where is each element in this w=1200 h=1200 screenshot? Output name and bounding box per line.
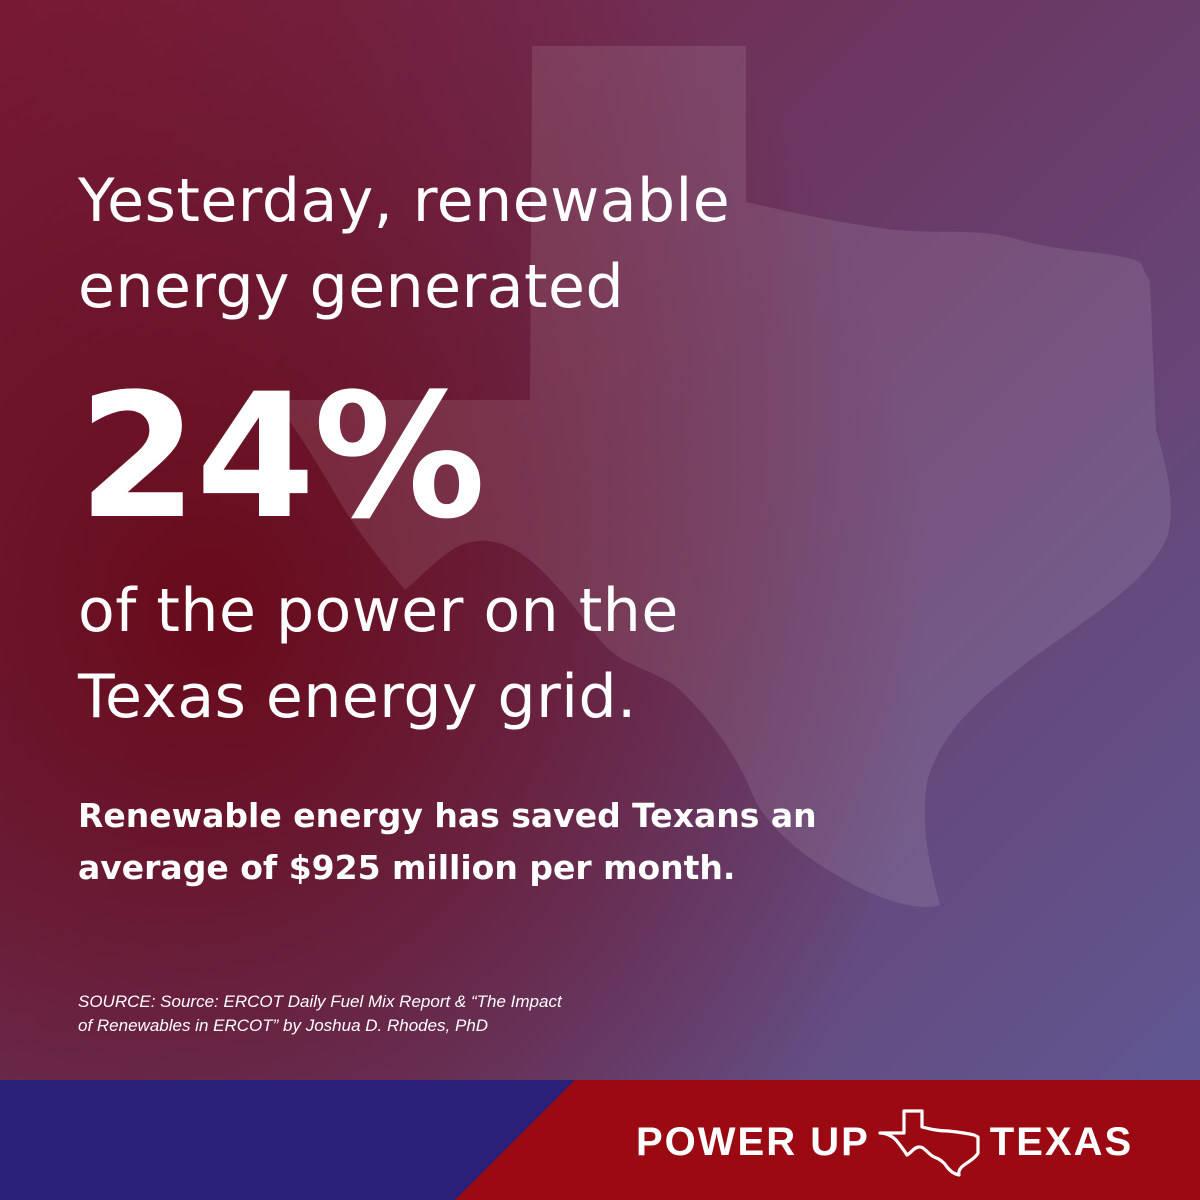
source-citation: SOURCE: Source: ERCOT Daily Fuel Mix Rep… (78, 990, 718, 1038)
source-line-1: SOURCE: Source: ERCOT Daily Fuel Mix Rep… (78, 992, 562, 1011)
footer-banner (0, 1080, 1200, 1200)
headline: Yesterday, renewable energy generated (78, 158, 838, 330)
texas-outline-icon (878, 1109, 980, 1177)
subline-line-1: of the power on the (78, 576, 679, 646)
subline-line-2: Texas energy grid. (78, 662, 637, 732)
headline-line-1: Yesterday, renewable (78, 166, 731, 236)
savings-line-1: Renewable energy has saved Texans an (78, 796, 817, 835)
renewable-percentage: 24% (78, 356, 486, 557)
subline: of the power on the Texas energy grid. (78, 568, 838, 740)
brand-text-left: POWER UP (636, 1119, 870, 1164)
footer-red-band (455, 1080, 1200, 1200)
brand-text-right: TEXAS (989, 1119, 1134, 1164)
headline-line-2: energy generated (78, 252, 625, 322)
savings-statement: Renewable energy has saved Texans an ave… (78, 790, 938, 894)
source-line-2: of Renewables in ERCOT” by Joshua D. Rho… (78, 1016, 489, 1035)
power-up-texas-logo: POWER UP TEXAS (636, 1109, 1134, 1177)
savings-line-2: average of $925 million per month. (78, 848, 736, 887)
